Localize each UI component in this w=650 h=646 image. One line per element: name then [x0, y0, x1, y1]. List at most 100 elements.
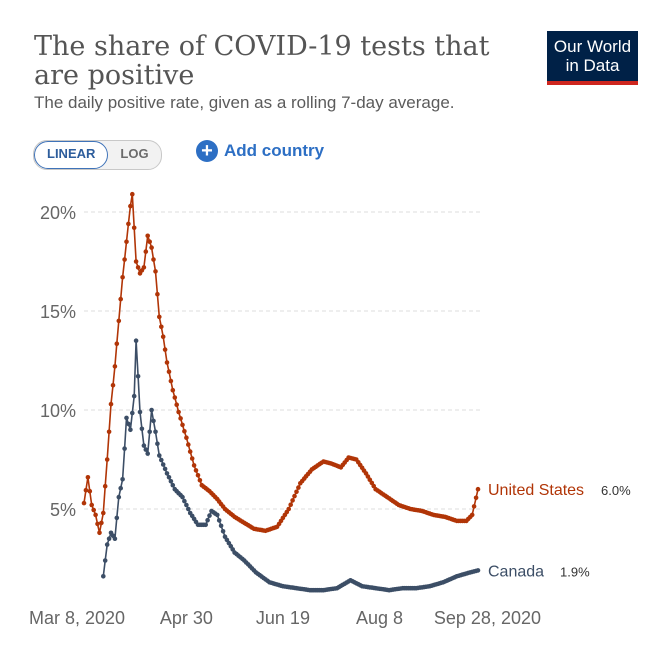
data-point	[145, 233, 150, 239]
data-point	[137, 409, 143, 415]
series-end-value: 6.0%	[601, 483, 631, 498]
data-point	[81, 500, 87, 506]
data-point	[118, 485, 123, 491]
data-point	[473, 495, 479, 501]
add-country-label: Add country	[224, 141, 325, 160]
data-point	[187, 449, 193, 454]
data-point	[130, 410, 135, 416]
data-point	[106, 536, 112, 541]
series-label: United States	[488, 482, 584, 499]
data-point	[155, 441, 160, 447]
series-line-united-states	[83, 194, 479, 533]
data-point	[203, 522, 208, 528]
y-tick-label: 5%	[50, 500, 76, 520]
data-point	[93, 512, 98, 518]
data-point	[143, 447, 149, 452]
data-point	[147, 239, 152, 244]
series-line-canada	[102, 340, 479, 592]
data-point	[122, 257, 127, 262]
data-point	[205, 517, 210, 523]
data-point	[147, 429, 152, 435]
x-tick-label: Aug 8	[356, 608, 403, 628]
series-label: Canada	[488, 563, 544, 580]
x-tick-label: Sep 28, 2020	[434, 608, 541, 628]
data-point	[102, 558, 108, 563]
data-point	[126, 421, 131, 427]
data-point	[186, 442, 191, 447]
data-point	[159, 457, 164, 463]
plus-circle-icon: +	[196, 140, 218, 162]
data-point	[112, 536, 118, 541]
data-point	[91, 507, 96, 513]
data-point	[471, 504, 477, 509]
data-point	[220, 529, 226, 534]
data-point	[143, 249, 149, 254]
data-point	[475, 568, 481, 573]
data-point	[159, 324, 164, 330]
y-tick-label: 10%	[40, 401, 76, 421]
y-tick-label: 20%	[40, 203, 76, 223]
data-point	[164, 471, 170, 476]
data-point	[101, 510, 106, 516]
data-point	[155, 291, 160, 297]
data-point	[189, 456, 195, 461]
data-point	[135, 374, 141, 379]
data-point	[168, 378, 174, 384]
data-point	[89, 502, 94, 508]
x-tick-label: Apr 30	[160, 608, 213, 628]
data-point	[296, 485, 301, 490]
owid-logo[interactable]: Our World in Data	[547, 31, 638, 85]
logo-line-2: in Data	[565, 56, 620, 75]
data-point	[145, 451, 150, 456]
data-point	[166, 369, 172, 375]
data-point	[151, 257, 156, 262]
series-end-value: 1.9%	[560, 564, 590, 579]
data-point	[126, 221, 131, 227]
add-country-button[interactable]: + Add country	[196, 140, 324, 162]
data-point	[104, 457, 110, 462]
data-point	[153, 429, 158, 435]
data-point	[153, 269, 158, 274]
log-scale-button[interactable]: LOG	[120, 146, 149, 161]
data-point	[85, 475, 91, 480]
data-point	[87, 488, 93, 494]
data-point	[133, 259, 139, 264]
data-point	[120, 275, 125, 280]
page-subtitle: The daily positive rate, given as a roll…	[34, 93, 455, 112]
data-point	[180, 494, 185, 500]
data-point	[131, 393, 137, 399]
data-point	[182, 498, 187, 504]
data-point	[184, 502, 189, 508]
y-tick-label: 15%	[40, 302, 76, 322]
data-point	[286, 506, 292, 512]
data-point	[110, 383, 116, 388]
data-point	[157, 314, 162, 320]
data-point	[168, 479, 174, 484]
data-point	[197, 478, 203, 483]
x-tick-label: Jun 19	[256, 608, 310, 628]
data-point	[141, 265, 147, 270]
data-point	[99, 520, 104, 526]
data-point	[207, 513, 212, 518]
data-point	[174, 402, 179, 408]
data-point	[162, 466, 168, 472]
data-point	[180, 422, 185, 428]
page-title: The share of COVID-19 tests that are pos…	[34, 31, 490, 91]
data-point	[118, 296, 123, 302]
data-point	[101, 574, 106, 579]
data-point	[170, 387, 176, 393]
data-point	[160, 334, 166, 340]
data-point	[176, 409, 181, 415]
data-point	[128, 203, 133, 209]
data-point	[151, 418, 156, 424]
data-point	[191, 463, 197, 468]
data-point	[131, 225, 137, 231]
data-point	[290, 498, 295, 503]
linear-scale-button[interactable]: LINEAR	[34, 141, 109, 169]
data-point	[182, 429, 187, 434]
data-point	[160, 462, 166, 467]
data-point	[83, 487, 89, 493]
data-point	[469, 512, 475, 518]
data-point	[141, 443, 147, 448]
